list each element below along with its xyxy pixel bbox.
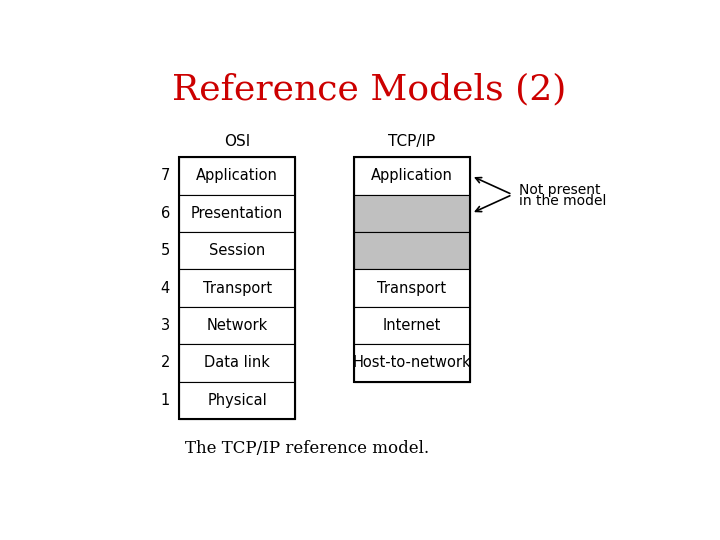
Bar xyxy=(179,232,295,269)
Text: The TCP/IP reference model.: The TCP/IP reference model. xyxy=(185,440,429,457)
Text: Transport: Transport xyxy=(203,281,272,295)
Text: Host-to-network: Host-to-network xyxy=(352,355,471,370)
Bar xyxy=(354,269,469,307)
Text: 2: 2 xyxy=(161,355,170,370)
Bar xyxy=(354,344,469,382)
Text: Application: Application xyxy=(371,168,453,184)
Bar xyxy=(354,157,469,382)
Text: 4: 4 xyxy=(161,281,170,295)
Text: 7: 7 xyxy=(161,168,170,184)
Text: Session: Session xyxy=(209,243,266,258)
Text: 1: 1 xyxy=(161,393,170,408)
Text: Application: Application xyxy=(197,168,278,184)
Bar xyxy=(354,232,469,269)
Bar xyxy=(179,157,295,419)
Text: 5: 5 xyxy=(161,243,170,258)
Text: Network: Network xyxy=(207,318,268,333)
Text: 6: 6 xyxy=(161,206,170,221)
Text: Data link: Data link xyxy=(204,355,270,370)
Text: 3: 3 xyxy=(161,318,170,333)
Bar xyxy=(354,157,469,194)
Text: TCP/IP: TCP/IP xyxy=(388,134,436,149)
Bar xyxy=(354,194,469,232)
Text: Not present: Not present xyxy=(518,183,600,197)
Bar xyxy=(179,344,295,382)
Text: in the model: in the model xyxy=(518,194,606,208)
Text: OSI: OSI xyxy=(224,134,251,149)
Text: Reference Models (2): Reference Models (2) xyxy=(172,72,566,106)
Text: Physical: Physical xyxy=(207,393,267,408)
Bar xyxy=(179,307,295,344)
Text: Transport: Transport xyxy=(377,281,446,295)
Text: Internet: Internet xyxy=(382,318,441,333)
Bar xyxy=(179,382,295,419)
Bar xyxy=(354,307,469,344)
Bar xyxy=(179,269,295,307)
Bar xyxy=(179,194,295,232)
Bar xyxy=(179,157,295,194)
Text: Presentation: Presentation xyxy=(191,206,284,221)
